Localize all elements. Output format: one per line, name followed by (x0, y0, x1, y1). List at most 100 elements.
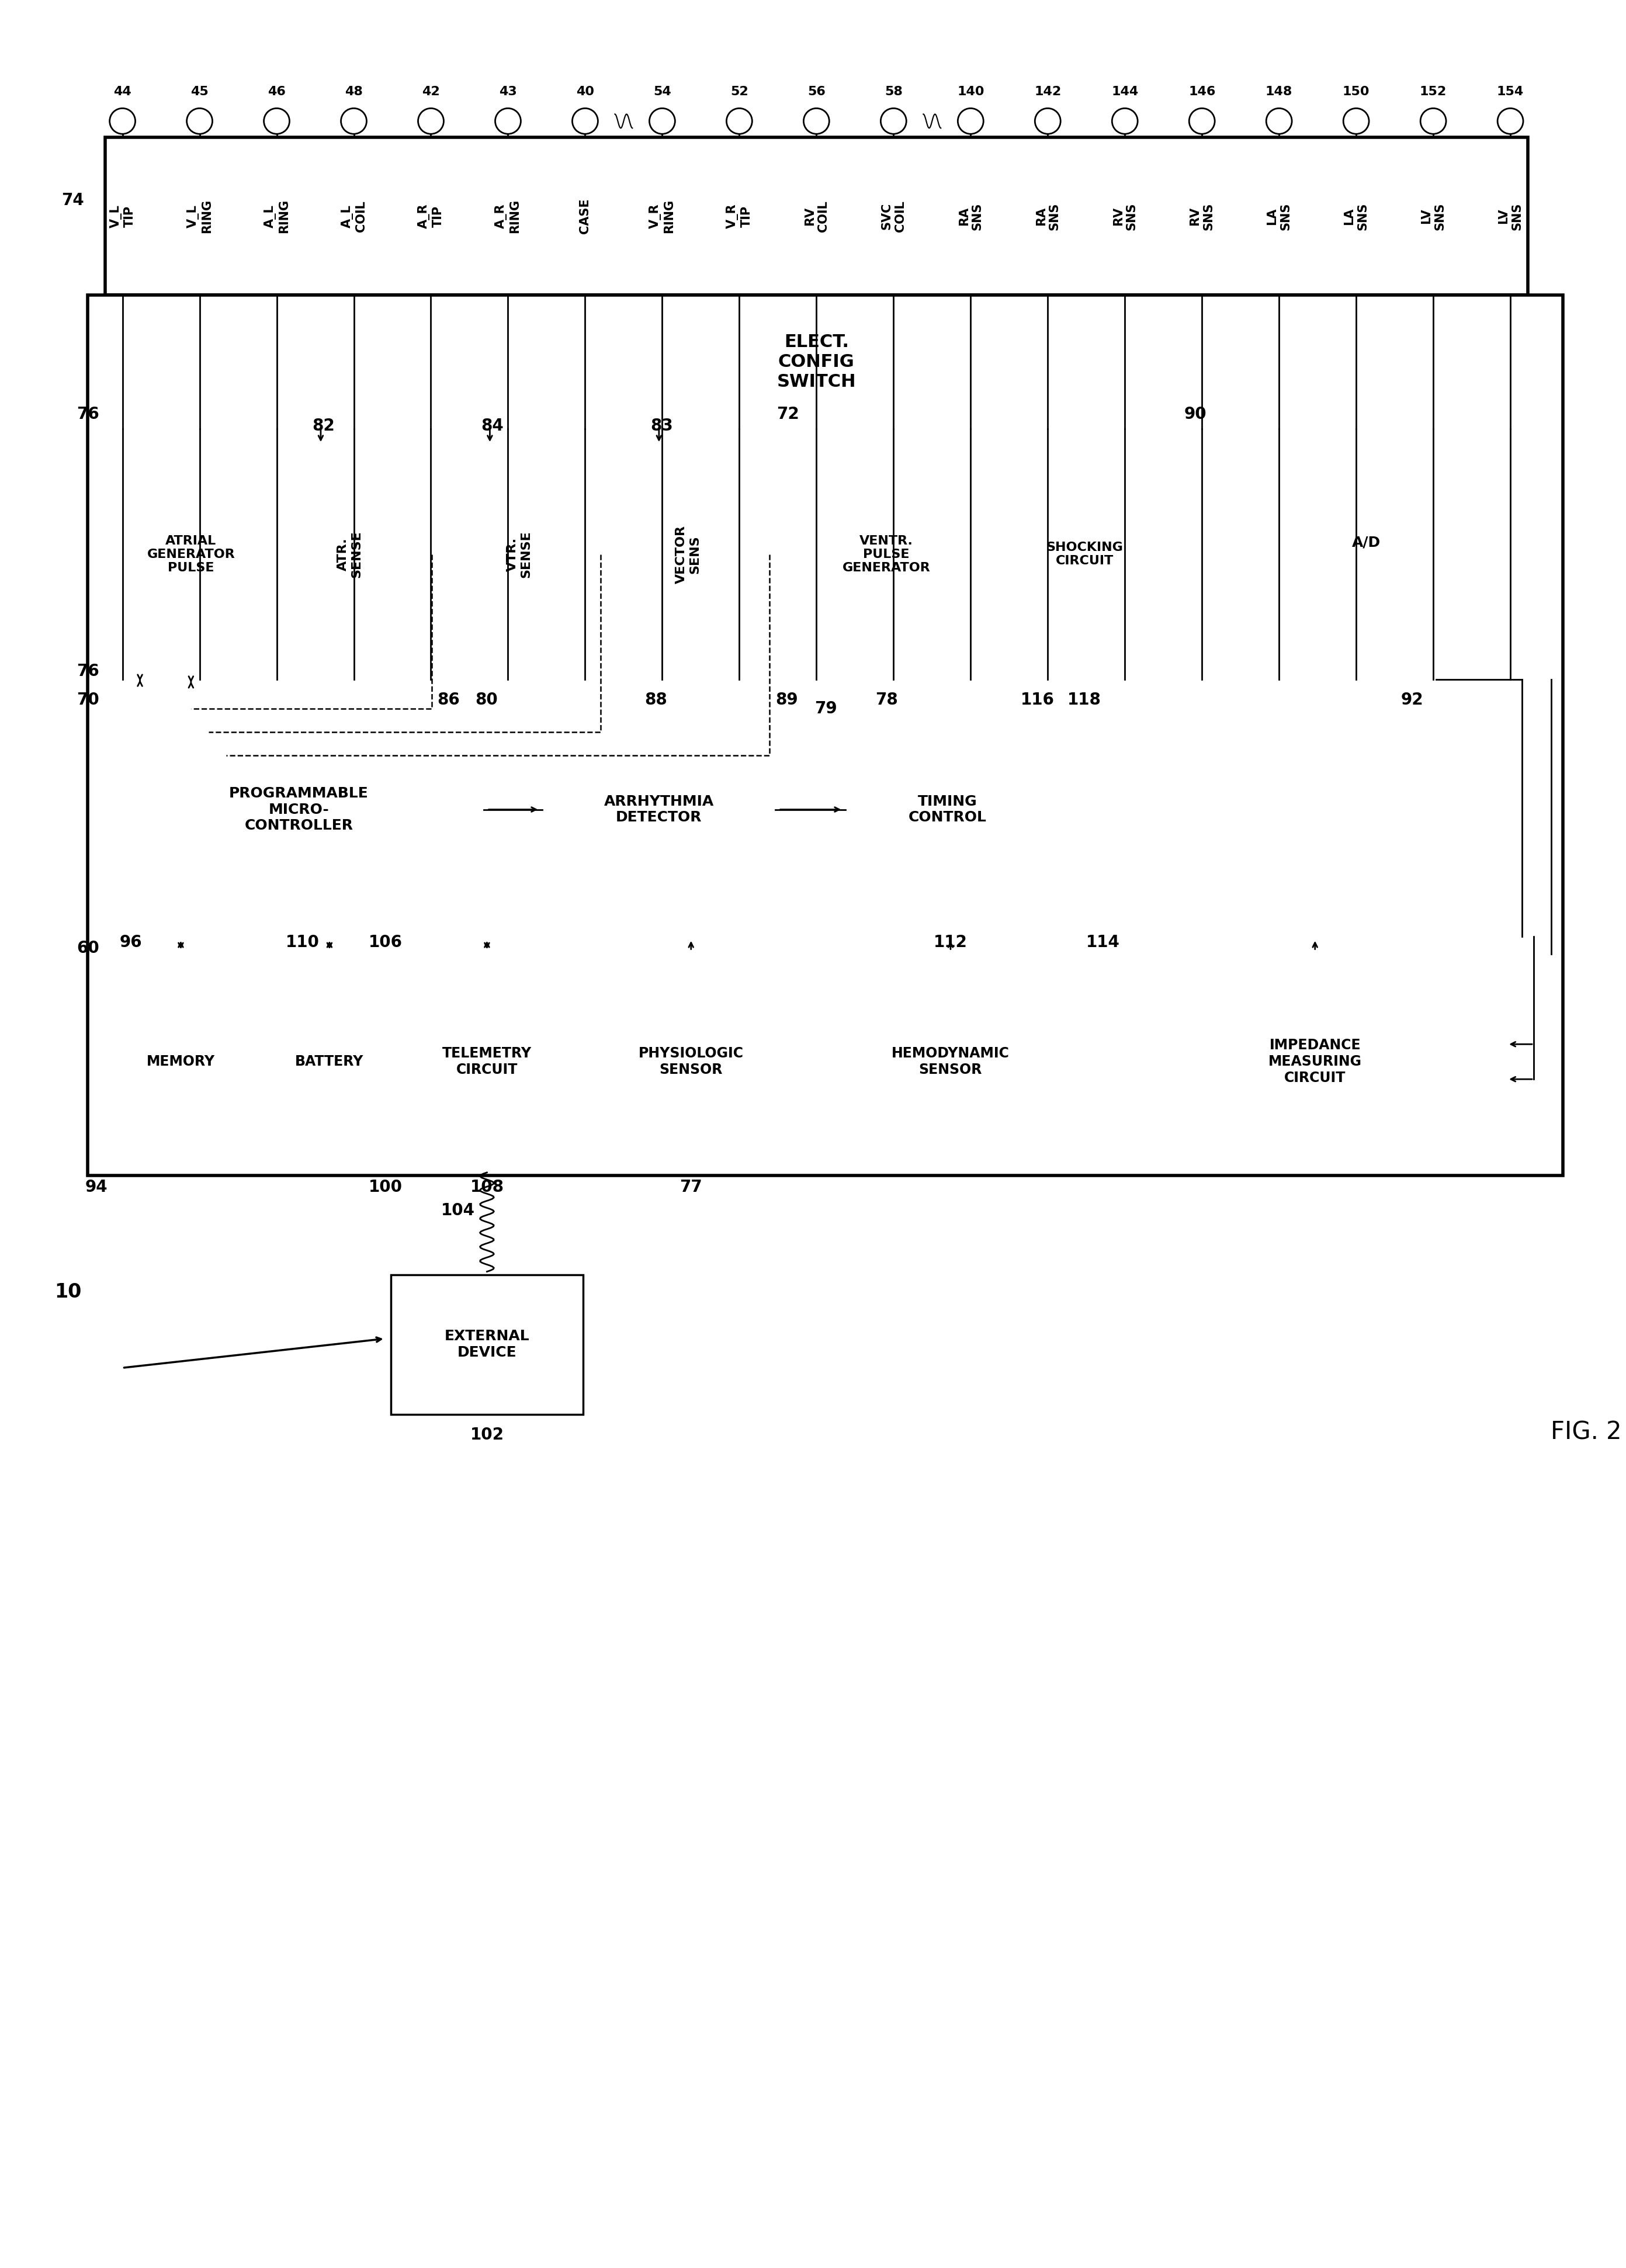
Text: 10: 10 (55, 1281, 81, 1302)
Circle shape (1189, 109, 1215, 134)
Bar (1003, 440, 1166, 669)
Polygon shape (1289, 445, 1442, 660)
Text: 94: 94 (85, 1179, 107, 1195)
Text: V_L
RING: V_L RING (187, 200, 213, 234)
Text: 96: 96 (120, 934, 141, 950)
Text: MEMORY: MEMORY (146, 1055, 215, 1068)
Text: 146: 146 (1189, 86, 1216, 98)
Text: 52: 52 (730, 86, 748, 98)
Text: 152: 152 (1419, 86, 1447, 98)
Text: 80: 80 (475, 692, 498, 708)
Bar (114, 696, 485, 921)
Text: 74: 74 (62, 193, 85, 209)
Bar (543, 721, 776, 898)
Text: V_R
RING: V_R RING (649, 200, 675, 234)
Text: 45: 45 (190, 86, 208, 98)
Text: LV
SNS: LV SNS (1421, 202, 1446, 229)
Text: FIG. 2: FIG. 2 (1551, 1420, 1621, 1445)
Text: A_L
RING: A_L RING (263, 200, 289, 234)
Text: 58: 58 (885, 86, 902, 98)
Text: 118: 118 (1067, 692, 1101, 708)
Bar (408, 955, 566, 1170)
Bar (390, 1275, 584, 1415)
Polygon shape (473, 440, 600, 669)
Text: 54: 54 (654, 86, 672, 98)
Text: RA
SNS: RA SNS (1036, 202, 1060, 229)
Text: RV
SNS: RV SNS (1189, 202, 1215, 229)
Text: 142: 142 (1034, 86, 1062, 98)
Text: 82: 82 (312, 417, 335, 433)
Text: 154: 154 (1498, 86, 1524, 98)
Circle shape (572, 109, 598, 134)
Text: 92: 92 (1402, 692, 1424, 708)
Text: 106: 106 (369, 934, 402, 950)
Circle shape (1034, 109, 1060, 134)
Text: IMPEDANCE
MEASURING
CIRCUIT: IMPEDANCE MEASURING CIRCUIT (1268, 1039, 1361, 1084)
Bar (268, 955, 390, 1170)
Bar (114, 955, 247, 1170)
Text: TIMING
CONTROL: TIMING CONTROL (909, 794, 987, 826)
Text: 48: 48 (345, 86, 363, 98)
Circle shape (881, 109, 906, 134)
Text: 89: 89 (776, 692, 798, 708)
Circle shape (1267, 109, 1293, 134)
Circle shape (958, 109, 984, 134)
Circle shape (1112, 109, 1138, 134)
Text: RV
COIL: RV COIL (803, 200, 829, 231)
Text: 42: 42 (421, 86, 441, 98)
Bar (589, 955, 793, 1170)
Text: A_L
COIL: A_L COIL (341, 200, 367, 231)
Bar (834, 955, 1067, 1170)
Bar (106, 429, 1528, 680)
Circle shape (803, 109, 829, 134)
Polygon shape (642, 440, 769, 669)
Text: LA
SNS: LA SNS (1267, 202, 1291, 229)
Text: 112: 112 (933, 934, 967, 950)
Circle shape (341, 109, 366, 134)
Circle shape (1421, 109, 1446, 134)
Bar (106, 295, 1528, 429)
Text: VECTOR
SENS: VECTOR SENS (675, 526, 701, 583)
Text: VTR.
SENSE: VTR. SENSE (506, 531, 532, 578)
Text: A_R
RING: A_R RING (494, 200, 520, 234)
Text: 110: 110 (286, 934, 320, 950)
Text: ELECT.
CONFIG
SWITCH: ELECT. CONFIG SWITCH (777, 333, 855, 390)
Text: 76: 76 (76, 406, 99, 422)
Bar (805, 440, 967, 669)
Text: VENTR.
PULSE
GENERATOR: VENTR. PULSE GENERATOR (842, 535, 930, 574)
Text: 150: 150 (1343, 86, 1369, 98)
Text: HEMODYNAMIC
SENSOR: HEMODYNAMIC SENSOR (891, 1046, 1010, 1077)
Text: 44: 44 (114, 86, 132, 98)
Text: 90: 90 (1184, 406, 1206, 422)
Bar (1125, 955, 1504, 1170)
Circle shape (109, 109, 135, 134)
Text: BATTERY: BATTERY (296, 1055, 364, 1068)
Text: 56: 56 (808, 86, 826, 98)
Text: 78: 78 (875, 692, 898, 708)
Text: 72: 72 (776, 406, 798, 422)
Circle shape (727, 109, 753, 134)
Text: 77: 77 (680, 1179, 702, 1195)
Text: LA
SNS: LA SNS (1343, 202, 1369, 229)
Text: 100: 100 (369, 1179, 402, 1195)
Text: 86: 86 (437, 692, 460, 708)
Text: RA
SNS: RA SNS (958, 202, 984, 229)
Circle shape (187, 109, 213, 134)
Bar (106, 683, 1528, 937)
Text: ARRHYTHMIA
DETECTOR: ARRHYTHMIA DETECTOR (603, 794, 714, 826)
Text: 76: 76 (76, 662, 99, 678)
Text: V_R
TIP: V_R TIP (727, 204, 753, 229)
Text: CASE: CASE (579, 200, 590, 234)
Circle shape (1343, 109, 1369, 134)
Text: RV
SNS: RV SNS (1112, 202, 1138, 229)
Text: TELEMETRY
CIRCUIT: TELEMETRY CIRCUIT (442, 1046, 532, 1077)
Text: A/D: A/D (1351, 535, 1380, 549)
Text: 148: 148 (1265, 86, 1293, 98)
Circle shape (1498, 109, 1524, 134)
Text: 114: 114 (1086, 934, 1120, 950)
Circle shape (263, 109, 289, 134)
Text: 108: 108 (470, 1179, 504, 1195)
Text: SVC
COIL: SVC COIL (881, 200, 906, 231)
Text: ATRIAL
GENERATOR
PULSE: ATRIAL GENERATOR PULSE (146, 535, 236, 574)
Text: 83: 83 (650, 417, 673, 433)
